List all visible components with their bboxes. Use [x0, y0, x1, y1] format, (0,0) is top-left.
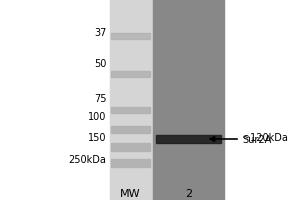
Text: MW: MW — [120, 189, 141, 199]
Text: 2: 2 — [185, 189, 192, 199]
Text: ~120kDa: ~120kDa — [242, 133, 288, 143]
Bar — [110, 0, 152, 200]
Text: 250kDa: 250kDa — [69, 155, 106, 165]
Text: Sur2A: Sur2A — [242, 135, 272, 145]
Bar — [156, 135, 220, 143]
Text: 50: 50 — [94, 59, 106, 69]
Bar — [111, 71, 150, 77]
Bar — [111, 159, 150, 167]
Text: 150: 150 — [88, 133, 106, 143]
Bar — [153, 0, 224, 200]
Bar — [111, 126, 150, 132]
Text: 75: 75 — [94, 94, 106, 104]
Bar — [111, 107, 150, 113]
Text: 100: 100 — [88, 112, 106, 122]
Bar — [111, 143, 150, 151]
Bar — [111, 33, 150, 38]
Text: 37: 37 — [94, 28, 106, 38]
